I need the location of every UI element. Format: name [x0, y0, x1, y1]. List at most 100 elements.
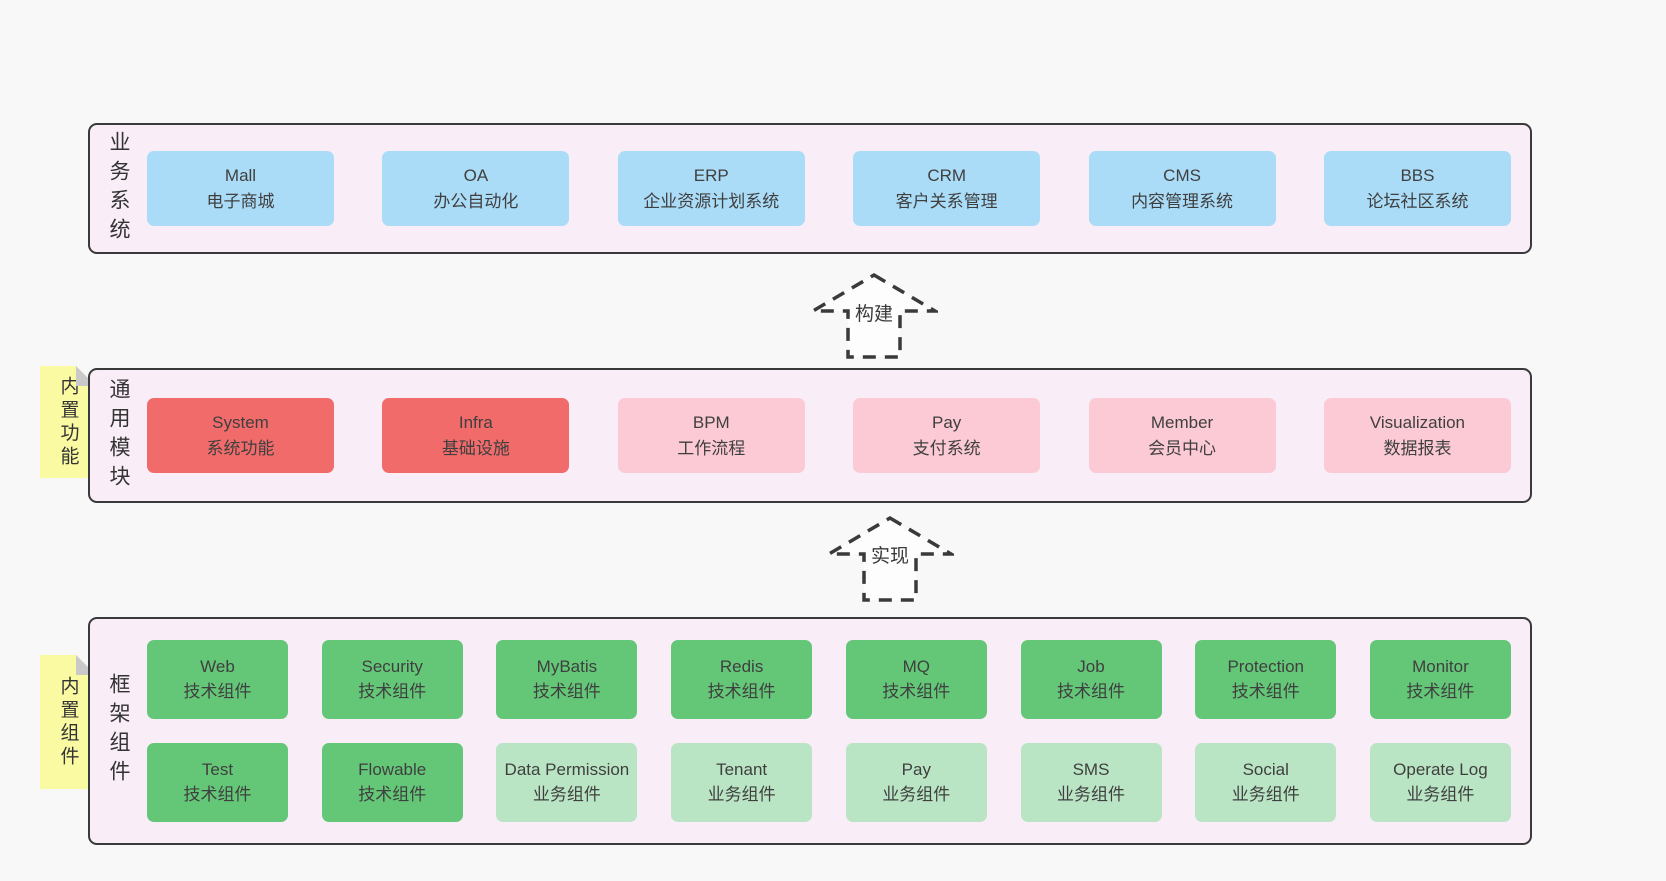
- box-redis: Redis 技术组件: [671, 640, 813, 719]
- box-pay: Pay 业务组件: [845, 743, 987, 822]
- sticky-tab-label: 内置组件: [57, 675, 79, 769]
- sticky-tab-built-in-features: 内置功能: [40, 366, 96, 478]
- box-name: BPM: [692, 413, 730, 432]
- box-name: Redis: [719, 656, 764, 676]
- box-flowable: Flowable 技术组件: [321, 743, 463, 822]
- box-bbs: BBS 论坛社区系统: [1323, 151, 1511, 226]
- box-name: ERP: [693, 166, 729, 185]
- box-name: Data Permission: [504, 759, 630, 779]
- box-sms: SMS 业务组件: [1020, 743, 1162, 822]
- box-subtitle: 技术组件: [183, 681, 252, 701]
- build-arrow-label: 构建: [851, 298, 897, 327]
- box-infra: Infra 基础设施: [382, 398, 570, 473]
- box-mq: MQ 技术组件: [845, 640, 987, 719]
- panel-components-label: 框架组件: [107, 673, 130, 789]
- panel-common-modules: 通用模块 System 系统功能 Infra 基础设施 BPM 工作流程 Pay 支付系统 Me…: [88, 368, 1532, 503]
- box-subtitle: 内容管理系统: [1131, 191, 1234, 211]
- box-name: Pay: [932, 413, 962, 432]
- panel-business-systems: 业务系统 Mall 电子商城 OA 办公自动化 ERP 企业资源计划系统 CRM 客户关系管理…: [88, 123, 1532, 254]
- box-subtitle: 支付系统: [912, 438, 981, 458]
- box-name: SMS: [1072, 759, 1110, 779]
- box-name: Job: [1077, 656, 1105, 676]
- box-web: Web 技术组件: [147, 640, 288, 719]
- box-subtitle: 系统功能: [206, 438, 275, 458]
- box-name: Pay: [901, 759, 931, 779]
- box-erp: ERP 企业资源计划系统: [617, 151, 805, 226]
- box-name: Web: [200, 656, 235, 676]
- box-security: Security 技术组件: [321, 640, 463, 719]
- box-subtitle: 技术组件: [358, 784, 427, 804]
- box-name: MyBatis: [536, 656, 598, 676]
- implement-arrow: 实现: [826, 514, 954, 604]
- box-subtitle: 业务组件: [1406, 784, 1475, 804]
- box-name: Operate Log: [1393, 759, 1488, 779]
- box-bpm: BPM 工作流程: [617, 398, 805, 473]
- box-subtitle: 技术组件: [358, 681, 427, 701]
- box-test: Test 技术组件: [147, 743, 288, 822]
- panel-modules-label: 通用模块: [107, 377, 130, 494]
- box-name: Protection: [1227, 656, 1304, 676]
- box-subtitle: 技术组件: [882, 681, 951, 701]
- box-data-permission: Data Permission 业务组件: [496, 743, 638, 822]
- box-social: Social 业务组件: [1195, 743, 1337, 822]
- box-name: MQ: [902, 656, 930, 676]
- box-name: BBS: [1400, 166, 1435, 185]
- box-visualization: Visualization 数据报表: [1323, 398, 1511, 473]
- box-name: Test: [201, 759, 234, 779]
- box-system: System 系统功能: [147, 398, 334, 473]
- box-subtitle: 会员中心: [1148, 438, 1217, 458]
- box-subtitle: 工作流程: [677, 438, 746, 458]
- box-subtitle: 业务组件: [882, 784, 951, 804]
- box-name: Member: [1150, 413, 1214, 432]
- box-name: Security: [361, 656, 423, 676]
- box-subtitle: 基础设施: [441, 438, 510, 458]
- box-name: Flowable: [358, 759, 427, 779]
- box-subtitle: 技术组件: [1406, 681, 1475, 701]
- build-arrow: 构建: [810, 272, 938, 360]
- box-cms: CMS 内容管理系统: [1088, 151, 1276, 226]
- panel-framework-components: 框架组件 Web 技术组件 Security 技术组件 MyBatis 技术组件 Redis…: [88, 617, 1532, 845]
- panel-business-label: 业务系统: [107, 130, 130, 247]
- component-box-row-1: Web 技术组件 Security 技术组件 MyBatis 技术组件 Redis 技术组件 M…: [147, 640, 1511, 719]
- box-subtitle: 客户关系管理: [895, 191, 998, 211]
- box-name: OA: [463, 166, 489, 185]
- box-subtitle: 业务组件: [532, 784, 601, 804]
- box-protection: Protection 技术组件: [1195, 640, 1337, 719]
- box-subtitle: 电子商城: [206, 191, 275, 211]
- box-subtitle: 办公自动化: [433, 191, 519, 211]
- box-name: Mall: [224, 166, 257, 185]
- module-box-row: System 系统功能 Infra 基础设施 BPM 工作流程 Pay 支付系统 Member 会…: [147, 370, 1511, 501]
- box-subtitle: 数据报表: [1383, 438, 1452, 458]
- box-name: Monitor: [1412, 656, 1469, 676]
- box-monitor: Monitor 技术组件: [1369, 640, 1511, 719]
- box-crm: CRM 客户关系管理: [853, 151, 1041, 226]
- sticky-tab-label: 内置功能: [57, 375, 79, 469]
- box-name: Visualization: [1369, 413, 1466, 432]
- component-box-row-2: Test 技术组件 Flowable 技术组件 Data Permission 业务组件 T…: [147, 743, 1511, 822]
- business-box-row: Mall 电子商城 OA 办公自动化 ERP 企业资源计划系统 CRM 客户关系管理 CMS 内容…: [147, 125, 1511, 252]
- box-name: Tenant: [716, 759, 768, 779]
- box-mall: Mall 电子商城: [147, 151, 334, 226]
- box-subtitle: 业务组件: [1231, 784, 1300, 804]
- box-member: Member 会员中心: [1088, 398, 1276, 473]
- box-name: Infra: [458, 413, 493, 432]
- box-operate-log: Operate Log 业务组件: [1369, 743, 1511, 822]
- box-name: CRM: [927, 166, 967, 185]
- box-name: Social: [1242, 759, 1289, 779]
- box-subtitle: 技术组件: [1057, 681, 1126, 701]
- box-name: System: [212, 413, 269, 432]
- component-rows: Web 技术组件 Security 技术组件 MyBatis 技术组件 Redis 技术组件 M…: [147, 619, 1511, 843]
- box-pay: Pay 支付系统: [853, 398, 1041, 473]
- box-subtitle: 技术组件: [707, 681, 776, 701]
- box-name: CMS: [1163, 166, 1201, 185]
- box-subtitle: 技术组件: [1231, 681, 1300, 701]
- box-subtitle: 技术组件: [532, 681, 601, 701]
- box-subtitle: 业务组件: [1057, 784, 1126, 804]
- box-tenant: Tenant 业务组件: [671, 743, 813, 822]
- box-subtitle: 论坛社区系统: [1366, 191, 1469, 211]
- box-subtitle: 业务组件: [707, 784, 776, 804]
- implement-arrow-label: 实现: [867, 540, 913, 569]
- box-job: Job 技术组件: [1020, 640, 1162, 719]
- box-oa: OA 办公自动化: [382, 151, 570, 226]
